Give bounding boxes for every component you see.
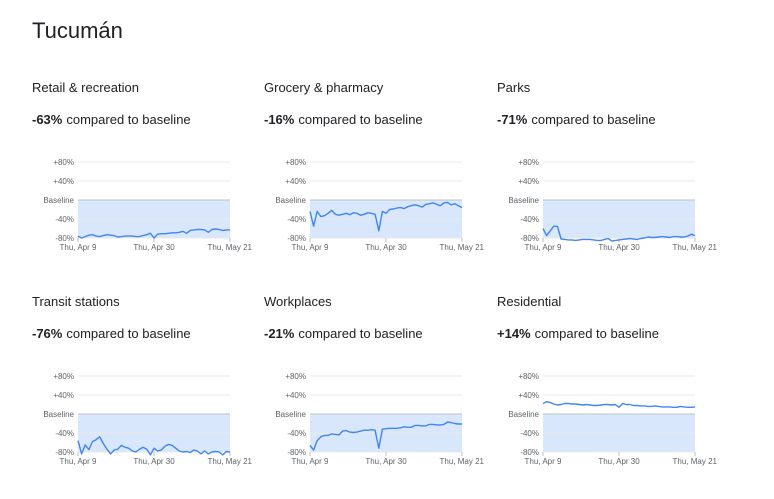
panel-parks: Parks -71% compared to baseline +80% +40% B… [497, 80, 729, 280]
y-tick-label: +40% [53, 391, 74, 400]
x-tick-label: Thu, Apr 30 [365, 243, 407, 252]
x-tick-label: Thu, Apr 30 [598, 243, 640, 252]
compare-label: compared to baseline [531, 112, 656, 127]
y-tick-label: -80% [55, 448, 74, 457]
compare-label: compared to baseline [66, 112, 191, 127]
region-title: Tucumán [32, 18, 123, 43]
x-tick-label: Thu, Apr 9 [292, 457, 329, 466]
x-tick-label: Thu, Apr 30 [133, 457, 175, 466]
mobility-chart: +80% +40% Baseline -40% -80%Thu, Apr 9 Thu, A… [43, 158, 253, 252]
panel-workplaces: Workplaces -21% compared to baseline +80%… [264, 294, 496, 494]
panel-stat: -16% compared to baseline [264, 112, 423, 127]
change-percent: -76% [32, 326, 63, 341]
change-percent: +14% [497, 326, 531, 341]
panel-title: Retail & recreation [32, 80, 139, 95]
mobility-chart: +80% +40% Baseline -40% -80%Thu, Apr 9 Thu, A… [43, 372, 253, 466]
panel-stat: +14% compared to baseline [497, 326, 659, 341]
panel-title: Grocery & pharmacy [264, 80, 384, 95]
y-tick-label: +40% [518, 177, 539, 186]
compare-label: compared to baseline [298, 326, 423, 341]
panel-stat: -63% compared to baseline [32, 112, 191, 127]
panel-grocery-pharmacy: Grocery & pharmacy -16% compared to basel… [264, 80, 496, 280]
y-tick-label: -40% [287, 429, 306, 438]
change-percent: -16% [264, 112, 295, 127]
x-tick-label: Thu, Apr 30 [598, 457, 640, 466]
panel-residential: Residential +14% compared to baseline +80… [497, 294, 729, 494]
x-tick-label: Thu, Apr 9 [525, 457, 562, 466]
mobility-chart: +80% +40% Baseline -40% -80%Thu, Apr 9 Thu, A… [508, 158, 718, 252]
mobility-chart: +80% +40% Baseline -40% -80%Thu, Apr 9 Thu, A… [275, 158, 485, 252]
y-tick-label: Baseline [43, 410, 74, 419]
change-percent: -71% [497, 112, 528, 127]
x-tick-label: Thu, Apr 9 [292, 243, 329, 252]
series-line [77, 436, 231, 456]
y-tick-label: -80% [287, 234, 306, 243]
compare-label: compared to baseline [298, 112, 423, 127]
x-tick-label: Thu, Apr 9 [60, 243, 97, 252]
y-tick-label: -40% [520, 429, 539, 438]
y-tick-label: -80% [520, 448, 539, 457]
panel-title: Workplaces [264, 294, 332, 309]
x-tick-label: Thu, Apr 9 [60, 457, 97, 466]
y-tick-label: -80% [287, 448, 306, 457]
y-tick-label: +80% [285, 158, 306, 167]
y-tick-label: Baseline [508, 196, 539, 205]
y-tick-label: +40% [53, 177, 74, 186]
x-tick-label: Thu, Apr 30 [133, 243, 175, 252]
series-line [77, 228, 230, 239]
y-tick-label: Baseline [275, 410, 306, 419]
x-tick-label: Thu, May 21 [208, 243, 253, 252]
panel-retail-recreation: Retail & recreation -63% compared to base… [32, 80, 264, 280]
panel-stat: -71% compared to baseline [497, 112, 656, 127]
panel-title: Transit stations [32, 294, 120, 309]
y-tick-label: Baseline [43, 196, 74, 205]
series-line [309, 201, 463, 232]
panel-title: Parks [497, 80, 531, 95]
y-tick-label: -80% [55, 234, 74, 243]
compare-label: compared to baseline [66, 326, 191, 341]
y-tick-label: +40% [285, 177, 306, 186]
y-tick-label: +40% [518, 391, 539, 400]
y-tick-label: +80% [285, 372, 306, 381]
y-tick-label: -80% [520, 234, 539, 243]
y-tick-label: -40% [55, 429, 74, 438]
change-percent: -63% [32, 112, 63, 127]
y-tick-label: +80% [518, 158, 539, 167]
series-line [542, 401, 696, 408]
panel-transit-stations: Transit stations -76% compared to baselin… [32, 294, 264, 494]
y-tick-label: -40% [287, 215, 306, 224]
mobility-chart: +80% +40% Baseline -40% -80%Thu, Apr 9 Thu, A… [275, 372, 485, 466]
y-tick-label: -40% [520, 215, 539, 224]
panel-title: Residential [497, 294, 562, 309]
x-tick-label: Thu, Apr 30 [365, 457, 407, 466]
panel-stat: -76% compared to baseline [32, 326, 191, 341]
y-tick-label: Baseline [275, 196, 306, 205]
y-tick-label: +40% [285, 391, 306, 400]
series-line [542, 225, 696, 242]
x-tick-label: Thu, May 21 [208, 457, 253, 466]
x-tick-label: Thu, May 21 [673, 457, 718, 466]
x-tick-label: Thu, Apr 9 [525, 243, 562, 252]
x-tick-label: Thu, May 21 [440, 243, 485, 252]
x-tick-label: Thu, May 21 [673, 243, 718, 252]
compare-label: compared to baseline [534, 326, 659, 341]
y-tick-label: -40% [55, 215, 74, 224]
mobility-chart: +80% +40% Baseline -40% -80%Thu, Apr 9 Thu, A… [508, 372, 718, 466]
series-line [309, 421, 462, 451]
x-tick-label: Thu, May 21 [440, 457, 485, 466]
change-percent: -21% [264, 326, 295, 341]
y-tick-label: +80% [518, 372, 539, 381]
panel-stat: -21% compared to baseline [264, 326, 423, 341]
y-tick-label: +80% [53, 158, 74, 167]
y-tick-label: Baseline [508, 410, 539, 419]
y-tick-label: +80% [53, 372, 74, 381]
